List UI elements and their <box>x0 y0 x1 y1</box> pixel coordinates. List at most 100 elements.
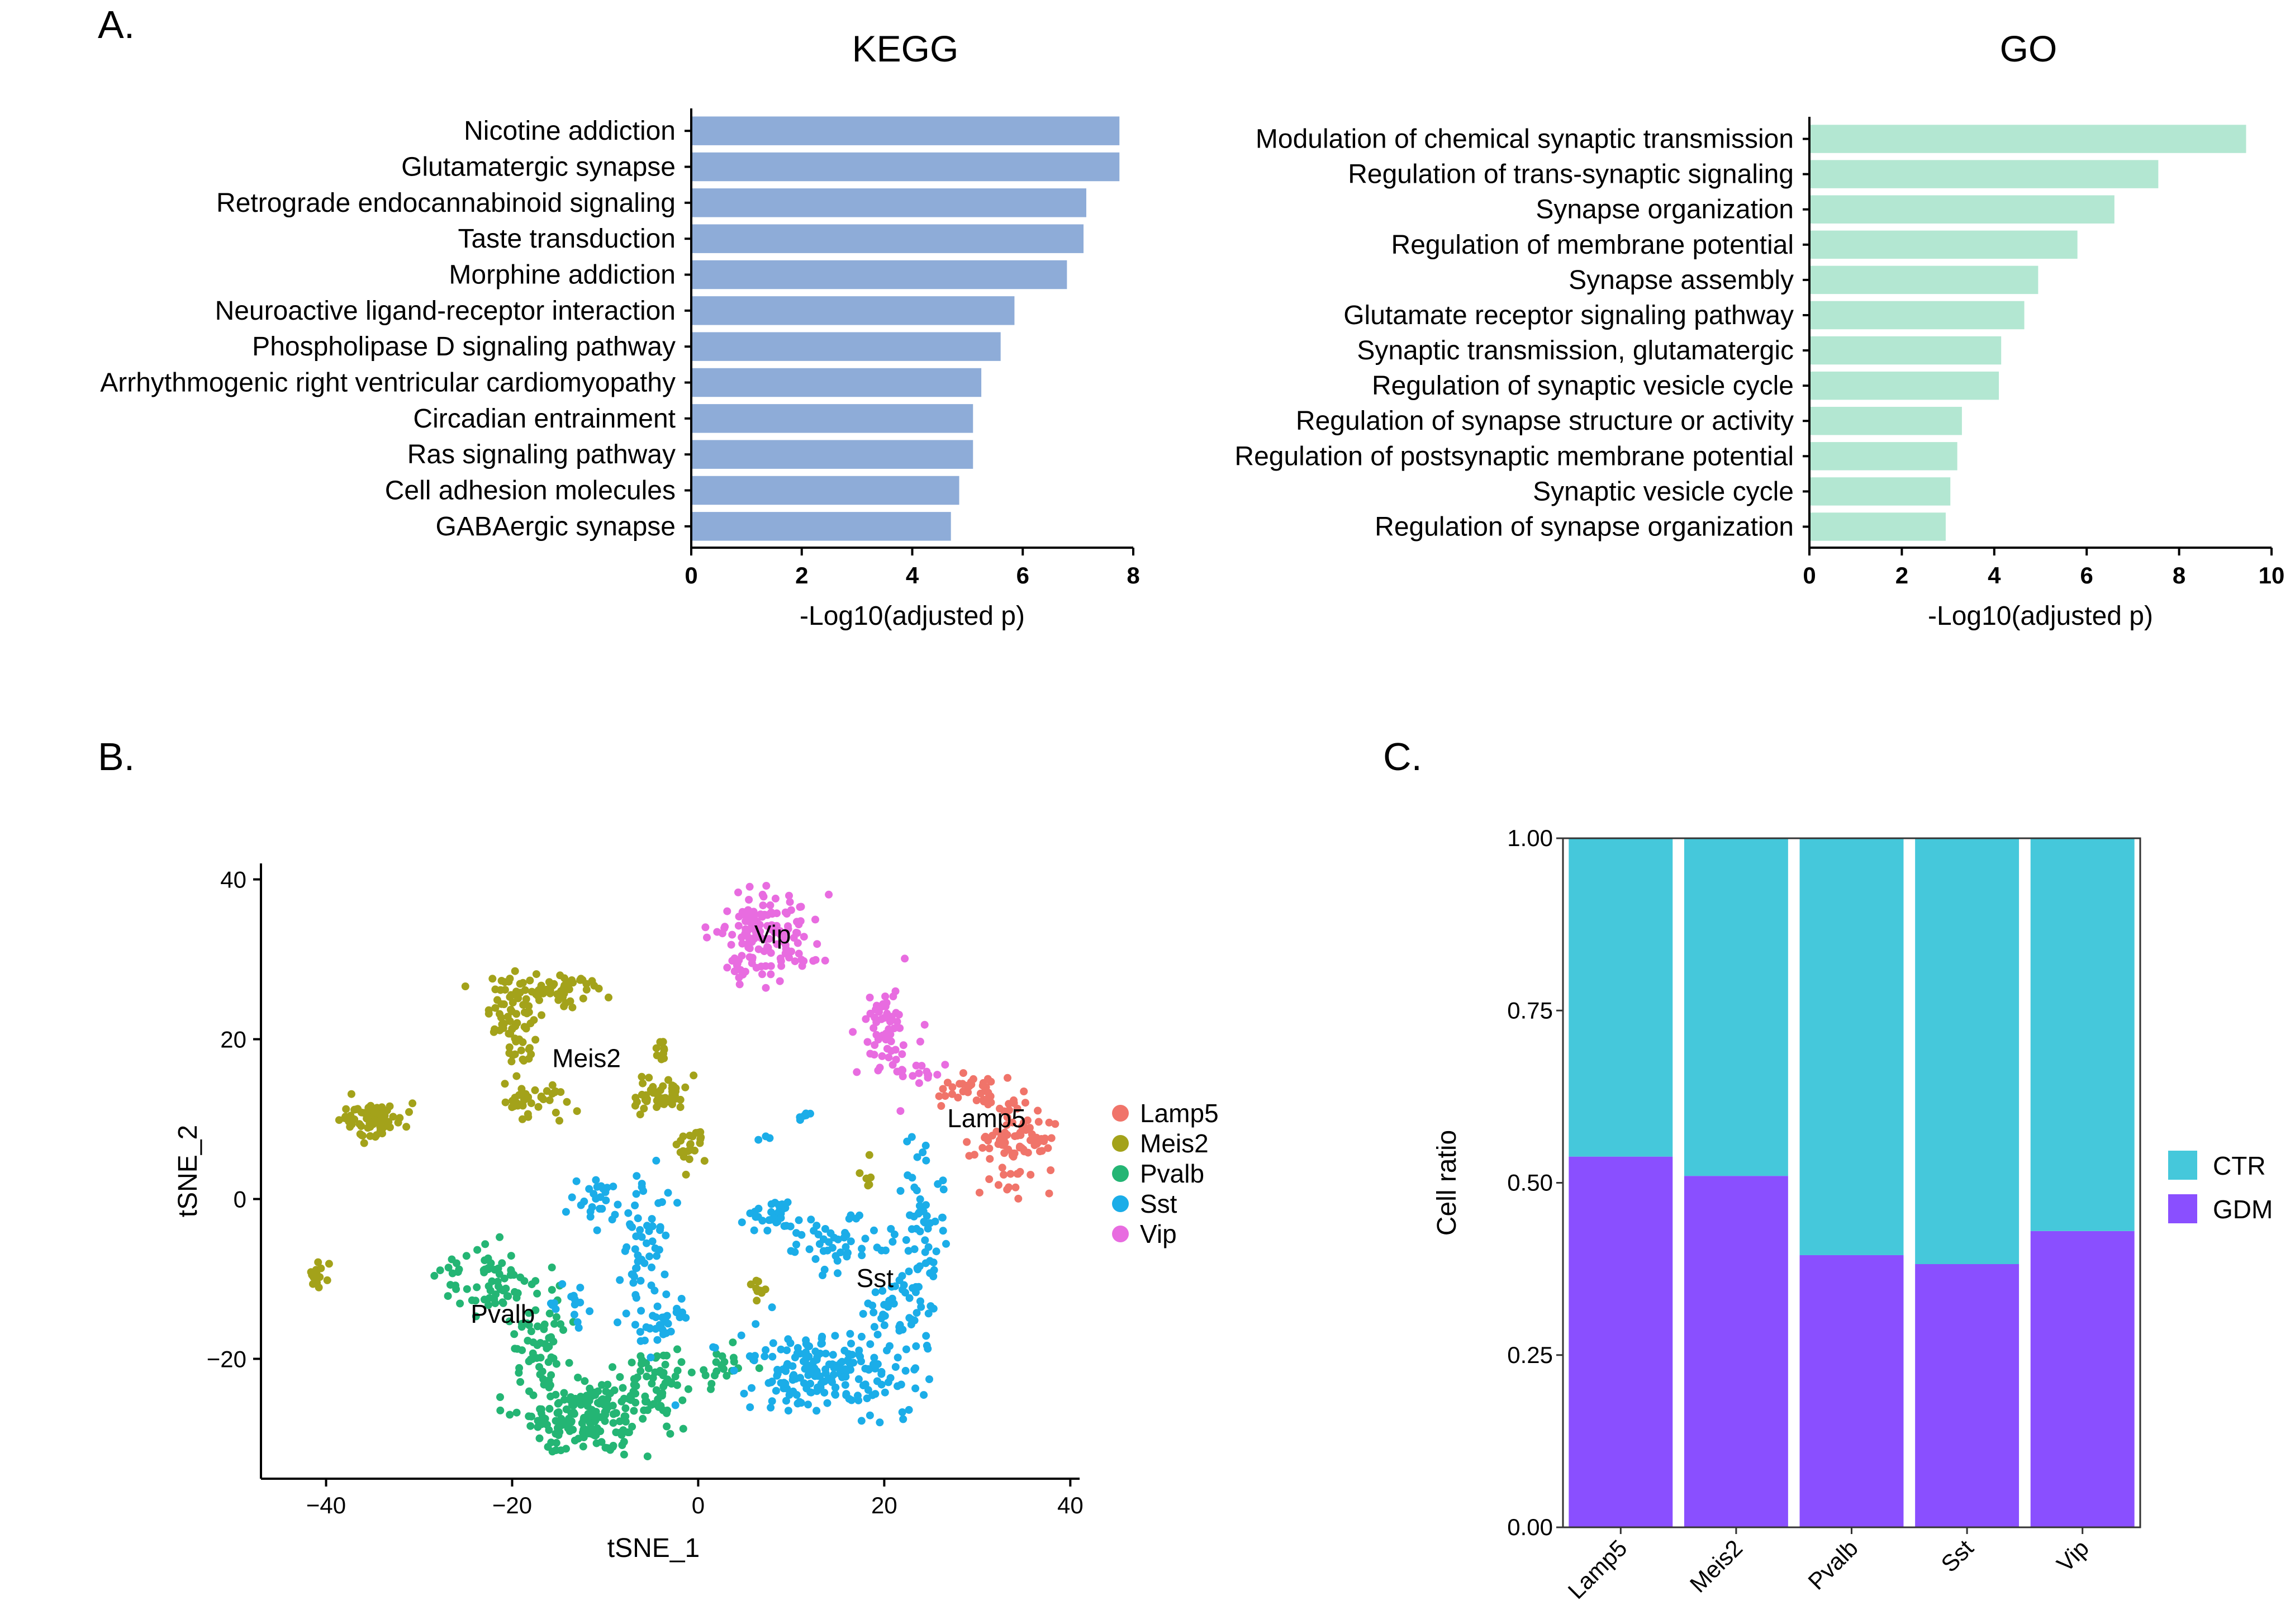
point-pvalb <box>525 1309 533 1317</box>
point-sst <box>890 1230 899 1238</box>
category-label: Retrograde endocannabinoid signaling <box>216 188 676 218</box>
point-pvalb <box>684 1385 692 1393</box>
point-sst <box>782 1367 790 1375</box>
point-meis2 <box>364 1124 372 1132</box>
point-sst <box>919 1148 927 1156</box>
point-meis2 <box>524 1094 532 1102</box>
point-sst <box>648 1237 657 1246</box>
point-vip <box>918 1062 926 1070</box>
point-lamp5 <box>1004 1074 1011 1082</box>
point-sst <box>812 1407 821 1415</box>
point-sst <box>652 1156 661 1165</box>
point-pvalb <box>621 1404 630 1412</box>
point-lamp5 <box>1023 1124 1032 1133</box>
point-sst <box>598 1205 606 1213</box>
category-label: Regulation of membrane potential <box>1391 230 1794 260</box>
point-sst <box>805 1342 814 1351</box>
point-pvalb <box>484 1265 492 1274</box>
point-sst <box>914 1265 922 1274</box>
point-meis2 <box>562 999 570 1007</box>
point-lamp5 <box>981 1133 989 1142</box>
point-meis2 <box>501 1098 510 1107</box>
cluster-label-vip: Vip <box>754 920 791 949</box>
point-vip <box>863 1038 872 1046</box>
point-sst <box>648 1263 655 1271</box>
point-sst <box>834 1235 842 1243</box>
point-sst <box>750 1226 758 1234</box>
bar-gdm <box>2030 1231 2135 1527</box>
y-tick-label: 20 <box>220 1027 246 1053</box>
point-vip <box>899 1041 907 1050</box>
point-sst <box>810 1364 818 1372</box>
point-sst <box>762 1132 770 1141</box>
point-pvalb <box>516 1378 525 1386</box>
point-pvalb <box>444 1264 453 1272</box>
x-tick-label: 6 <box>2080 562 2093 588</box>
point-meis2 <box>753 1297 761 1305</box>
point-meis2 <box>491 1025 499 1033</box>
category-label: Phospholipase D signaling pathway <box>252 332 676 362</box>
point-sst <box>634 1257 642 1266</box>
point-pvalb <box>620 1394 628 1403</box>
point-pvalb <box>545 1342 553 1351</box>
point-vip <box>941 1061 949 1069</box>
panel-label-b: B. <box>98 735 135 778</box>
point-meis2 <box>656 1086 664 1094</box>
point-sst <box>836 1366 844 1375</box>
point-pvalb <box>472 1297 479 1305</box>
point-pvalb <box>547 1333 555 1341</box>
point-sst <box>857 1332 866 1341</box>
point-sst <box>859 1310 867 1318</box>
point-meis2 <box>405 1108 413 1116</box>
cluster-label-sst: Sst <box>857 1264 894 1293</box>
point-sst <box>711 1343 719 1352</box>
point-pvalb <box>568 1401 576 1409</box>
point-sst <box>768 1352 777 1361</box>
point-sst <box>891 1282 899 1290</box>
point-sst <box>886 1374 895 1382</box>
point-vip <box>738 908 747 916</box>
point-pvalb <box>545 1404 554 1413</box>
point-pvalb <box>527 1327 535 1336</box>
point-vip <box>758 913 767 921</box>
point-sst <box>864 1299 872 1308</box>
point-meis2 <box>649 1082 657 1091</box>
point-pvalb <box>581 1377 589 1385</box>
point-pvalb <box>609 1443 617 1451</box>
point-pvalb <box>577 1400 585 1409</box>
point-vip <box>809 957 818 965</box>
point-sst <box>653 1252 661 1260</box>
point-sst <box>796 1374 804 1382</box>
point-sst <box>903 1137 911 1146</box>
point-meis2 <box>590 981 598 990</box>
point-vip <box>872 1031 881 1039</box>
x-tick-label: 4 <box>1988 562 2001 588</box>
point-meis2 <box>539 1095 548 1104</box>
point-sst <box>653 1302 662 1310</box>
point-sst <box>572 1177 581 1185</box>
point-lamp5 <box>985 1093 993 1101</box>
point-meis2 <box>309 1280 317 1288</box>
point-sst <box>730 1366 738 1375</box>
point-lamp5 <box>1047 1166 1055 1174</box>
x-tick-label: −40 <box>306 1492 346 1518</box>
point-pvalb <box>673 1381 681 1389</box>
point-lamp5 <box>1044 1144 1052 1152</box>
point-pvalb <box>550 1319 558 1328</box>
point-sst <box>652 1313 660 1322</box>
point-sst <box>636 1276 645 1285</box>
point-pvalb <box>612 1409 620 1417</box>
point-sst <box>830 1364 838 1372</box>
point-sst <box>614 1200 622 1209</box>
point-meis2 <box>700 1157 709 1165</box>
point-meis2 <box>548 1081 557 1089</box>
point-sst <box>624 1209 633 1217</box>
point-vip <box>795 920 803 929</box>
point-pvalb <box>616 1428 624 1437</box>
point-vip <box>821 956 829 965</box>
bar <box>1809 406 1962 435</box>
x-tick-label: Lamp5 <box>1563 1535 1632 1604</box>
point-pvalb <box>452 1285 460 1293</box>
category-label: Regulation of postsynaptic membrane pote… <box>1234 441 1794 471</box>
point-meis2 <box>521 986 529 994</box>
